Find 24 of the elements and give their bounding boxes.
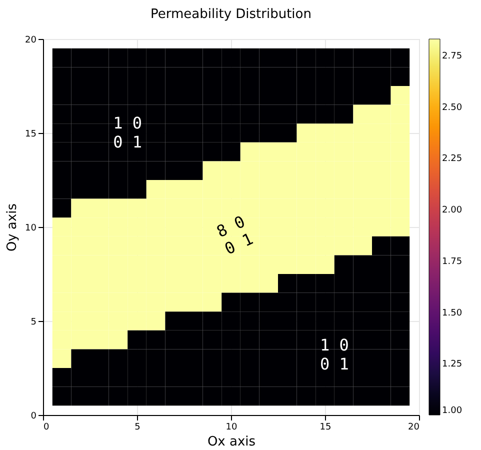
- x-tick-label: 15: [320, 422, 332, 432]
- y-tick-label: 0: [30, 412, 37, 422]
- x-tick-label: 5: [134, 422, 140, 432]
- x-tick-label: 10: [226, 422, 238, 432]
- chart-title: Permeability Distribution: [150, 7, 312, 22]
- color-bar-label: 1.00: [442, 406, 462, 416]
- y-tick-label: 20: [25, 36, 37, 46]
- x-axis-title: Ox axis: [207, 434, 256, 450]
- color-bar-label: 1.50: [442, 308, 462, 318]
- color-bar-label: 1.25: [442, 360, 462, 370]
- annotation: 1 0 0 1: [113, 114, 142, 152]
- color-bar-label: 2.25: [442, 154, 462, 164]
- x-tick-label: 20: [408, 422, 420, 432]
- y-tick-label: 5: [30, 318, 36, 328]
- color-bar-label: 2.75: [442, 51, 462, 62]
- color-bar-label: 1.75: [442, 256, 462, 267]
- y-tick-label: 15: [25, 130, 36, 140]
- annotation: 8 0 0 1: [214, 212, 256, 258]
- annotation: 1 0 0 1: [320, 335, 349, 374]
- y-axis-title: Oy axis: [5, 203, 20, 252]
- color-bar-label: 2.50: [442, 102, 462, 113]
- x-tick-label: 0: [44, 422, 50, 432]
- y-tick-label: 10: [25, 224, 37, 234]
- color-bar-label: 2.00: [442, 206, 462, 216]
